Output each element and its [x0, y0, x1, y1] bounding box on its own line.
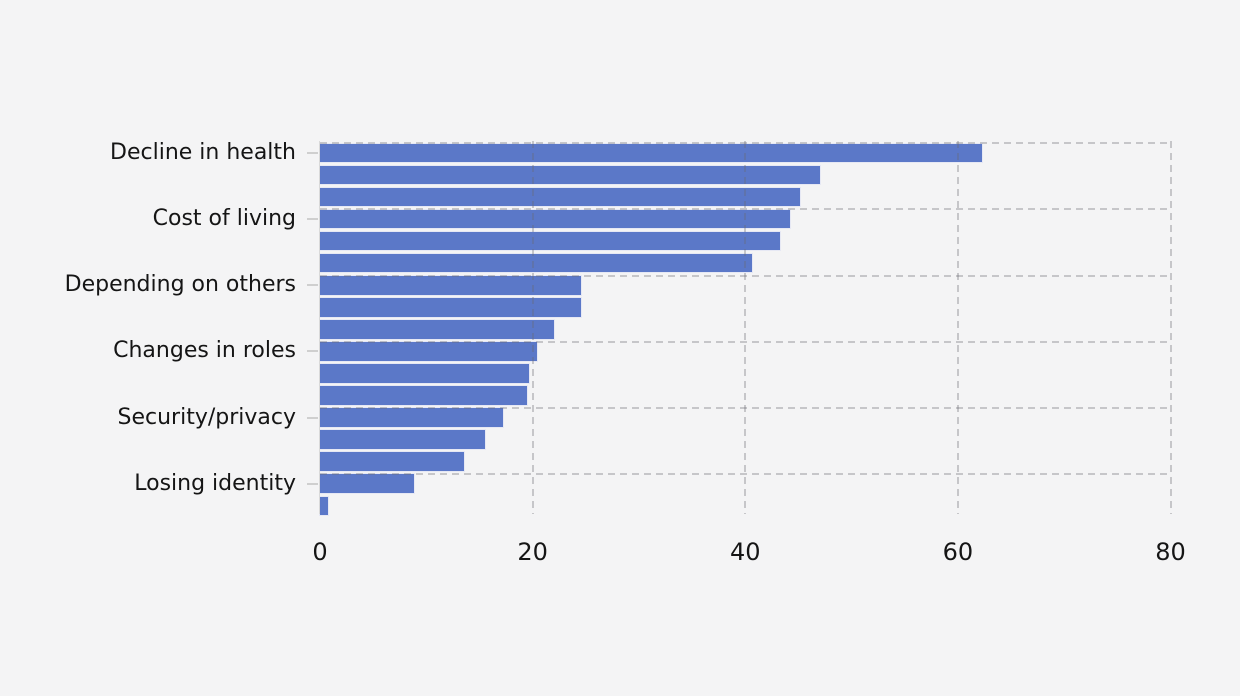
bar: [318, 186, 802, 208]
y-axis-tick: [307, 284, 318, 287]
y-axis-tick: [307, 482, 318, 485]
gridline-horizontal: [320, 340, 1171, 343]
bar: [318, 429, 486, 450]
bar: [318, 230, 782, 252]
category-label: Decline in health: [110, 139, 296, 165]
category-label: Depending on others: [64, 272, 296, 298]
category-label: Security/privacy: [117, 404, 297, 430]
x-tick-label: 20: [517, 538, 548, 566]
bar: [318, 473, 416, 494]
gridline-vertical: [531, 140, 534, 514]
gridline-horizontal: [320, 472, 1171, 475]
bar: [318, 341, 538, 362]
y-axis-tick: [307, 218, 318, 221]
gridline-horizontal: [320, 142, 1171, 145]
bar: [318, 363, 531, 384]
y-axis-spine: [318, 140, 320, 514]
bar: [318, 385, 529, 406]
bar: [318, 319, 555, 340]
bar: [318, 142, 984, 164]
bar: [318, 407, 504, 428]
y-axis-tick: [307, 350, 318, 353]
y-axis-tick: [307, 416, 318, 419]
category-label: Cost of living: [152, 206, 296, 232]
gridline-horizontal: [320, 274, 1171, 277]
category-label: Losing identity: [134, 470, 296, 496]
bar: [318, 495, 330, 516]
gridline-vertical: [744, 140, 747, 514]
gridline-vertical: [1169, 140, 1172, 514]
bar: [318, 297, 583, 318]
x-tick-label: 80: [1155, 538, 1186, 566]
bar: [318, 252, 754, 274]
x-tick-label: 60: [942, 538, 974, 566]
bar: [318, 451, 466, 472]
gridline-horizontal: [320, 406, 1171, 409]
category-label: Changes in roles: [113, 338, 296, 364]
bar: [318, 208, 791, 230]
bar: [318, 275, 583, 296]
y-axis-tick: [307, 151, 318, 154]
gridline-vertical: [956, 140, 959, 514]
x-tick-label: 0: [312, 538, 328, 566]
x-tick-label: 40: [729, 538, 761, 566]
gridline-horizontal: [320, 208, 1171, 211]
